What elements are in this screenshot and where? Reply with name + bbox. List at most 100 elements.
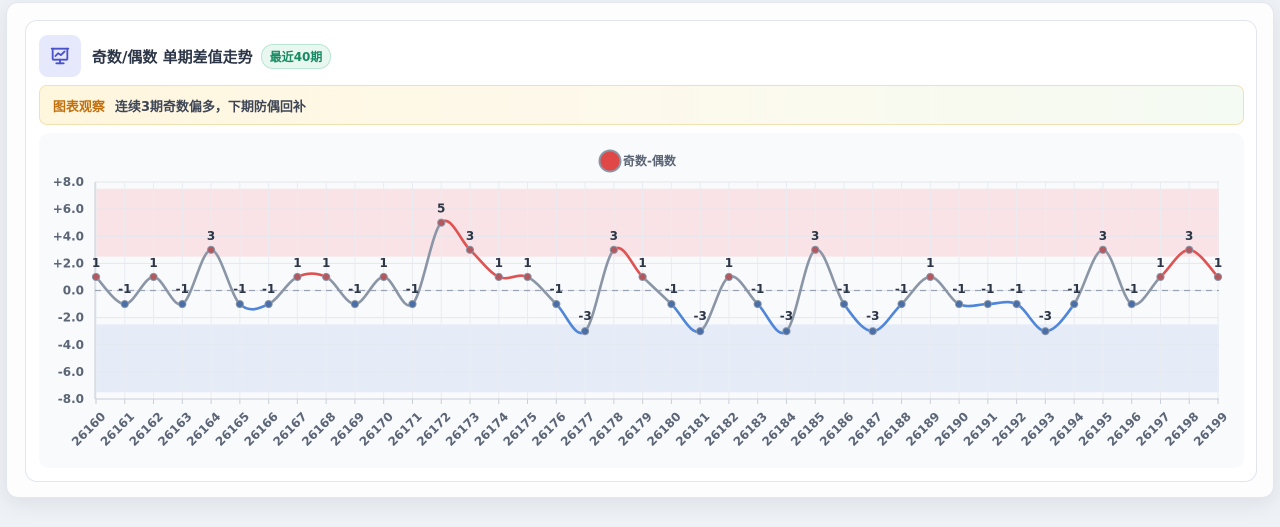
line-chart: +8.0 +6.0 +4.0 +2.0 0.0 -2.0 -4.0 -6.0 -8.0 1 -1 1 -…	[53, 149, 1230, 449]
series-line-segment	[583, 248, 616, 333]
data-point	[206, 245, 216, 254]
data-label: 1	[293, 256, 301, 270]
data-point	[609, 245, 618, 254]
data-label: -1	[550, 282, 563, 296]
y-tick-label: +6.0	[53, 202, 84, 216]
y-tick-label: +2.0	[53, 256, 84, 270]
y-tick-label: +8.0	[53, 175, 84, 189]
data-point	[724, 272, 734, 282]
data-point	[1213, 272, 1223, 282]
chart-title: 奇数/偶数 单期差值走势	[92, 47, 253, 66]
data-point	[465, 245, 475, 254]
series-line-segment	[296, 272, 328, 279]
data-point	[954, 299, 964, 309]
data-point	[322, 272, 331, 282]
data-label: 3	[811, 229, 819, 243]
data-label: -1	[406, 282, 419, 296]
data-point	[91, 272, 101, 282]
data-label: 3	[207, 229, 215, 243]
chart-area: +8.0 +6.0 +4.0 +2.0 0.0 -2.0 -4.0 -6.0 -8.0 1 -1 1 -…	[39, 133, 1244, 468]
data-point	[1041, 327, 1050, 336]
data-point	[523, 272, 532, 282]
data-label: 1	[725, 256, 733, 270]
data-label: -3	[1039, 309, 1052, 323]
data-point	[293, 272, 302, 282]
y-tick-label: -6.0	[58, 365, 84, 379]
data-label: 1	[380, 256, 388, 270]
data-point	[552, 299, 561, 309]
data-label: 3	[610, 229, 618, 243]
data-label: -1	[665, 282, 678, 296]
data-label: -3	[578, 309, 591, 323]
series-line-segment	[238, 302, 270, 311]
data-point	[696, 327, 705, 336]
data-label: -1	[233, 282, 246, 296]
data-label: 1	[322, 256, 330, 270]
data-point	[868, 327, 877, 336]
y-tick-label: -8.0	[58, 392, 84, 406]
data-point	[149, 272, 158, 282]
y-tick-label: -4.0	[58, 338, 84, 352]
observation-banner: 图表观察 连续3期奇数偏多，下期防偶回补	[39, 85, 1244, 125]
data-label: -1	[981, 282, 994, 296]
presentation-chart-icon	[39, 35, 81, 77]
data-label: 1	[523, 256, 531, 270]
legend-marker	[598, 149, 622, 173]
data-label: 3	[1099, 229, 1107, 243]
data-point	[811, 245, 820, 254]
data-label: 5	[437, 202, 445, 216]
outer-panel: 奇数/偶数 单期差值走势 最近40期 图表观察 连续3期奇数偏多，下期防偶回补 …	[6, 2, 1274, 498]
data-label: -1	[751, 282, 764, 296]
data-point	[983, 299, 992, 309]
data-point	[437, 218, 446, 227]
data-label: -1	[348, 282, 361, 296]
series-line-segment	[785, 248, 817, 333]
observation-text: 连续3期奇数偏多，下期防偶回补	[115, 99, 307, 115]
data-point	[839, 299, 849, 309]
data-label: 1	[926, 256, 934, 270]
series-line-segment	[411, 221, 443, 306]
data-label: -1	[837, 282, 850, 296]
period-badge: 最近40期	[260, 43, 332, 69]
legend-label: 奇数-偶数	[623, 153, 677, 168]
data-label: 1	[149, 256, 157, 270]
data-label: -1	[118, 282, 131, 296]
card-header: 奇数/偶数 单期差值走势 最近40期	[39, 35, 332, 77]
data-label: 1	[1214, 256, 1222, 270]
data-point	[408, 299, 417, 309]
y-tick-label: -2.0	[58, 311, 84, 325]
series-line-segment	[497, 274, 529, 280]
data-label: 1	[638, 256, 646, 270]
data-point	[1012, 299, 1021, 309]
data-label: -1	[1067, 282, 1080, 296]
data-point	[235, 299, 244, 309]
data-label: 1	[1156, 256, 1164, 270]
data-label: 3	[466, 229, 474, 243]
data-label: 3	[1185, 229, 1193, 243]
series-line-segment	[957, 302, 990, 308]
data-label: 1	[495, 256, 503, 270]
data-point	[1098, 245, 1108, 254]
data-point	[494, 272, 503, 282]
data-label: 1	[92, 256, 100, 270]
data-label: -1	[1010, 282, 1023, 296]
data-label: -1	[952, 282, 965, 296]
data-point	[1070, 299, 1079, 309]
data-point	[178, 299, 187, 309]
threshold-band	[95, 188, 1219, 257]
data-point	[350, 299, 360, 309]
data-point	[580, 327, 590, 336]
chart-card: 奇数/偶数 单期差值走势 最近40期 图表观察 连续3期奇数偏多，下期防偶回补 …	[25, 20, 1257, 482]
data-point	[782, 327, 791, 336]
data-label: -1	[262, 282, 275, 296]
observation-label: 图表观察	[53, 99, 106, 115]
series-line-segment	[986, 300, 1018, 306]
data-point	[1127, 299, 1136, 309]
data-label: -3	[780, 309, 793, 323]
data-point	[379, 272, 388, 282]
data-label: -1	[1125, 282, 1138, 296]
data-label: -1	[895, 282, 908, 296]
data-label: -3	[866, 309, 879, 323]
y-tick-label: 0.0	[63, 284, 84, 298]
data-point	[667, 299, 676, 309]
